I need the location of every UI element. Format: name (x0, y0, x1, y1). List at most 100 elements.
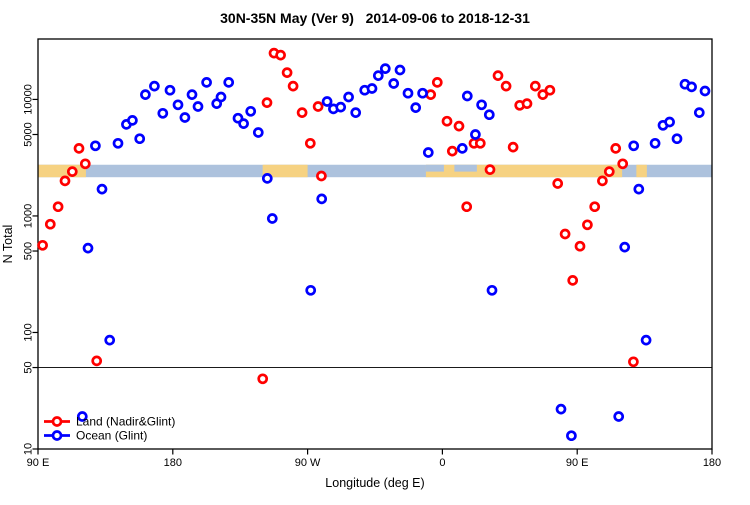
data-point-land (431, 77, 443, 88)
y-tick-label: 100 (23, 323, 35, 341)
map-band-ocean-notch (454, 164, 477, 172)
data-point-land (461, 201, 473, 213)
data-point-ocean (112, 137, 124, 149)
data-point-land (507, 141, 519, 153)
data-point-ocean (261, 173, 273, 184)
data-point-ocean (372, 70, 384, 81)
data-point-land (312, 101, 324, 112)
data-point-land (559, 228, 571, 240)
data-point-ocean (555, 403, 567, 415)
data-point-land (261, 97, 273, 108)
map-band-ocean-notch (425, 164, 444, 172)
data-point-ocean (613, 411, 625, 422)
data-point-ocean (140, 89, 151, 100)
data-point-ocean (693, 107, 705, 118)
chart-title: 30N-35N May (Ver 9) 2014-09-06 to 2018-1… (220, 10, 530, 26)
data-point-ocean (223, 77, 235, 88)
data-point-ocean (649, 137, 661, 149)
data-point-ocean (201, 77, 212, 88)
data-point-ocean (461, 90, 473, 102)
data-point-ocean (422, 147, 434, 158)
data-point-land (484, 164, 496, 175)
data-point-ocean (366, 83, 378, 94)
x-axis-label: Longitude (deg E) (325, 476, 424, 490)
data-point-ocean (172, 99, 184, 111)
data-point-land (44, 218, 56, 230)
data-point-ocean (215, 91, 227, 103)
data-point-ocean (410, 102, 422, 113)
plot-area: 90 E 180 90 W 0 90 E 180 10000 5000 1000 500 100 50… (23, 38, 721, 469)
data-point-land (529, 80, 541, 92)
legend-marker-ocean (51, 430, 63, 441)
data-point-ocean (90, 140, 101, 152)
data-point-ocean (96, 183, 108, 195)
y-tick-label: 1000 (23, 204, 35, 228)
y-tick-label: 50 (23, 361, 35, 373)
x-tick-label: 90 W (295, 457, 321, 469)
data-point-land (281, 67, 293, 78)
data-point-ocean (699, 85, 711, 97)
data-point-ocean (566, 430, 577, 442)
data-point-land (296, 107, 308, 118)
data-point-ocean (350, 107, 362, 118)
x-tick-label: 0 (439, 457, 445, 469)
data-point-land (537, 89, 549, 100)
x-tick-label: 90 E (566, 457, 589, 469)
data-point-ocean (149, 80, 160, 92)
legend: Land (Nadir&Glint)Ocean (Glint) (44, 415, 175, 443)
legend-marker-land (51, 416, 63, 427)
data-point-ocean (628, 140, 640, 152)
data-point-ocean (186, 89, 198, 100)
plot-background (38, 39, 712, 449)
data-point-ocean (486, 284, 498, 296)
data-point-land (425, 89, 437, 100)
data-point-ocean (619, 241, 631, 253)
data-point-land (287, 80, 299, 92)
data-point-land (552, 178, 564, 189)
data-point-land (37, 239, 48, 251)
y-tick-label: 10000 (23, 84, 35, 115)
data-point-land (66, 166, 78, 177)
data-point-land (544, 84, 556, 96)
y-tick-label: 5000 (23, 122, 35, 146)
data-point-land (52, 201, 64, 213)
legend-label-land: Land (Nadir&Glint) (76, 415, 175, 429)
data-point-ocean (335, 101, 347, 113)
x-tick-label: 180 (164, 457, 182, 469)
map-band-land (262, 164, 308, 178)
data-point-land (79, 158, 91, 170)
data-point-ocean (388, 78, 400, 89)
data-point-ocean (321, 96, 333, 107)
data-point-ocean (470, 129, 481, 140)
data-point-land (73, 143, 85, 154)
data-point-ocean (164, 84, 176, 96)
data-point-ocean (379, 63, 391, 74)
map-band-land (38, 164, 86, 178)
data-point-ocean (252, 127, 264, 138)
data-point-ocean (157, 107, 169, 119)
data-point-land (603, 166, 615, 177)
legend-label-ocean: Ocean (Glint) (76, 429, 147, 443)
data-point-ocean (266, 213, 278, 224)
data-point-ocean (394, 64, 406, 76)
data-point-land (521, 98, 533, 109)
data-point-ocean (476, 99, 487, 111)
data-point-ocean (82, 242, 94, 254)
data-point-ocean (664, 116, 675, 128)
x-tick-label: 180 (703, 457, 721, 469)
y-axis-label: N Total (1, 225, 15, 264)
data-point-land (59, 175, 71, 187)
data-point-ocean (192, 101, 204, 112)
data-point-land (589, 201, 601, 213)
data-point-ocean (640, 334, 652, 346)
data-point-land (617, 158, 629, 170)
data-point-land (316, 170, 327, 182)
data-point-land (453, 120, 465, 132)
data-point-ocean (633, 183, 645, 195)
data-point-land (446, 145, 458, 157)
data-point-ocean (456, 143, 468, 154)
data-point-land (628, 356, 639, 368)
data-point-ocean (245, 105, 257, 117)
data-point-ocean (305, 284, 317, 296)
data-point-ocean (179, 112, 191, 123)
